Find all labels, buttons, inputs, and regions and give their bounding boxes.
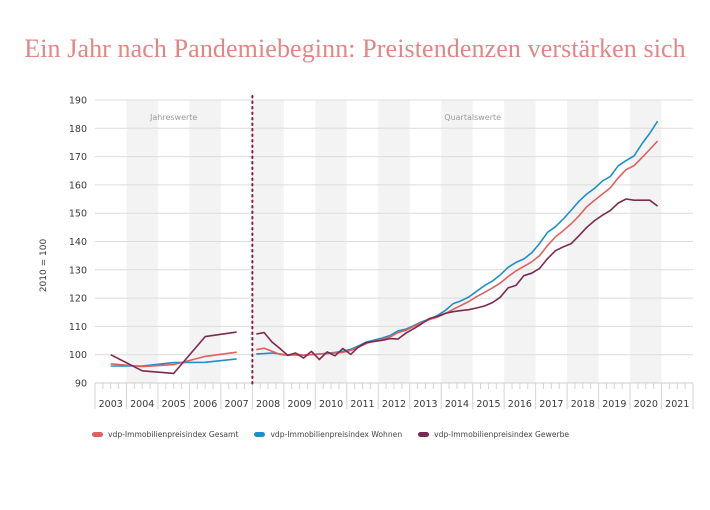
y-tick-label: 150 [69,209,87,220]
legend: vdp-Immobilienpreisindex Gesamt vdp-Immo… [92,430,569,439]
x-tick-label: 2021 [665,399,689,410]
legend-swatch-gewerbe [418,432,430,437]
legend-swatch-wohnen [254,432,266,437]
legend-label-wohnen: vdp-Immobilienpreisindex Wohnen [270,430,403,439]
chart-title: Ein Jahr nach Pandemiebeginn: Preistende… [24,34,686,63]
y-tick-label: 190 [69,96,87,107]
legend-item-gesamt: vdp-Immobilienpreisindex Gesamt [92,430,238,439]
x-tick-label: 2011 [350,399,374,410]
y-tick-label: 90 [75,379,87,390]
x-tick-label: 2020 [634,399,658,410]
legend-label-gewerbe: vdp-Immobilienpreisindex Gewerbe [434,430,570,439]
x-tick-label: 2013 [413,399,437,410]
y-tick-label: 100 [69,350,87,361]
x-tick-label: 2016 [508,399,532,410]
x-tick-label: 2009 [287,399,311,410]
y-tick-label: 180 [69,124,87,135]
x-tick-label: 2003 [99,399,123,410]
legend-item-wohnen: vdp-Immobilienpreisindex Wohnen [254,430,402,439]
section-label-jahreswerte: Jahreswerte [149,113,197,122]
x-tick-label: 2012 [382,399,406,410]
y-tick-label: 120 [69,294,87,305]
x-tick-label: 2015 [476,399,500,410]
legend-item-gewerbe: vdp-Immobilienpreisindex Gewerbe [418,430,569,439]
legend-swatch-gesamt [92,432,103,437]
x-tick-label: 2004 [130,399,154,410]
series-annual-gewerbe [110,331,237,375]
legend-label-gesamt: vdp-Immobilienpreisindex Gesamt [108,430,239,439]
x-tick-label: 2017 [539,399,563,410]
x-tick-label: 2018 [571,399,595,410]
x-tick-label: 2007 [225,399,249,410]
y-tick-label: 170 [69,152,87,163]
x-tick-label: 2014 [445,399,469,410]
x-tick-label: 2019 [602,399,626,410]
y-tick-label: 160 [69,180,87,191]
series-quarterly-gewerbe [256,198,659,361]
x-tick-label: 2006 [193,399,217,410]
y-tick-label: 110 [69,322,87,333]
section-label-quartalswerte: Quartalswerte [444,113,501,122]
x-tick-label: 2005 [162,399,186,410]
y-axis-label: 2010 = 100 [39,239,49,293]
x-tick-label: 2010 [319,399,343,410]
y-tick-label: 140 [69,237,87,248]
y-tick-label: 130 [69,265,87,276]
series-quarterly-gesamt [256,140,659,357]
x-tick-label: 2008 [256,399,280,410]
